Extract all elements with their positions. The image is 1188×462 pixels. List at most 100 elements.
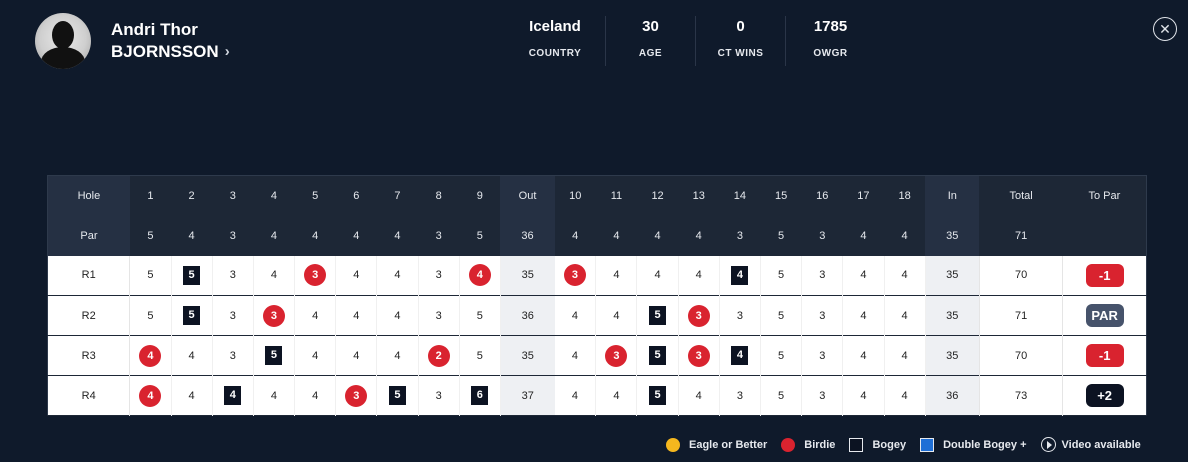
score-cell: 4 [253, 375, 296, 416]
round-to-par: +2 [1063, 376, 1147, 416]
legend-dot-icon [781, 437, 796, 452]
score-cell: 4 [554, 375, 597, 416]
round-row[interactable]: R2 5 5 3 3 4 4 4 3 5 36 4 4 5 3 3 5 3 4 4 35 71 PAR [47, 295, 1147, 336]
birdie-marker: 3 [563, 264, 586, 287]
hole-row-front-cell: 8 [435, 189, 442, 202]
score-cell: 5 [459, 295, 501, 336]
legend-item: Bogey [849, 437, 907, 452]
birdie-marker: 3 [605, 344, 628, 367]
par-row-back-cell: 3 [736, 229, 743, 242]
birdie-marker: 4 [468, 264, 491, 287]
score-cell: 5 [636, 375, 679, 416]
score-cell: 5 [376, 375, 419, 416]
score-cell: 4 [212, 375, 254, 416]
par-row-front-cell: 4 [188, 229, 195, 242]
score-cell: 4 [719, 335, 762, 376]
score-cell: 5 [760, 335, 803, 376]
score-cell: 4 [335, 335, 378, 376]
to-par-badge: -1 [1085, 263, 1124, 287]
score-cell: 4 [171, 375, 213, 416]
score-cell: 3 [595, 335, 638, 376]
par-row-back-cell: 4 [572, 229, 579, 242]
legend-dot-icon [666, 437, 680, 452]
legend-item: Eagle or Better [666, 437, 767, 452]
par-row-front-cell: 4 [353, 229, 360, 242]
birdie-marker: 2 [427, 344, 450, 367]
bogey-marker: 5 [649, 346, 667, 365]
bogey-marker: 5 [649, 386, 667, 405]
hole-row-back-cell: 11 [610, 189, 623, 202]
score-cell: 5 [636, 335, 679, 376]
score-cell: 4 [884, 335, 926, 376]
round-out: 37 [500, 375, 555, 416]
hole-row-front-cell: 2 [188, 189, 195, 202]
hole-row-front-cell: 4 [270, 189, 278, 202]
hole-row-front-cell: 9 [476, 189, 483, 202]
hole-row-front-cell: 6 [353, 189, 360, 202]
score-cell: 4 [595, 255, 638, 296]
score-cell: 4 [294, 295, 337, 336]
score-cell: 4 [842, 255, 885, 296]
score-cell: 4 [335, 295, 378, 336]
hole-row-back-cell: 16 [816, 189, 829, 202]
par-row-back-cell: 4 [901, 229, 908, 242]
hole-row-back-cell: 13 [692, 189, 705, 202]
score-cell: 4 [171, 335, 213, 376]
hole-row-back-cell: 12 [651, 189, 664, 202]
par-row-front-cell: 3 [229, 229, 236, 242]
round-row[interactable]: R4 4 4 4 4 4 3 5 3 6 37 4 4 5 4 3 5 3 4 4 36 73 +2 [47, 375, 1147, 416]
par-row: Par 5 4 3 4 4 4 4 3 5 36 4 4 4 4 3 5 3 4 4 35 71 [47, 215, 1147, 256]
hole-row-back-cell: 14 [733, 189, 747, 202]
round-total: 73 [978, 375, 1064, 416]
stat-owgr: 1785 OWGR [785, 16, 875, 66]
score-cell: 3 [719, 295, 762, 336]
player-first-name: Andri Thor [111, 20, 198, 39]
score-cell: 3 [335, 375, 378, 416]
legend-item: Birdie [781, 437, 835, 452]
score-cell: 4 [842, 295, 885, 336]
score-cell: 4 [335, 255, 378, 296]
hole-row-front-cell: 5 [312, 189, 319, 202]
close-button[interactable]: ✕ [1153, 17, 1177, 41]
score-cell: 4 [294, 375, 337, 416]
score-cell: 4 [554, 295, 597, 336]
chevron-right-icon[interactable]: › [224, 43, 230, 60]
scorecard-table: Hole 1 2 3 4 5 6 7 8 9 Out 10 11 12 13 14 15 16 17 18 In Tota… [47, 175, 1147, 416]
score-cell: 4 [842, 375, 885, 416]
bogey-marker: 5 [183, 265, 201, 285]
birdie-marker: 3 [687, 304, 710, 327]
score-cell: 4 [595, 375, 638, 416]
bogey-marker: 5 [649, 306, 667, 325]
hole-row-front-cell: 3 [229, 189, 236, 202]
par-row-total: 71 [1014, 229, 1028, 242]
bogey-marker: 4 [224, 386, 242, 405]
hole-row-out: Out [500, 175, 555, 216]
hole-row-to-par: To Par [1088, 189, 1121, 202]
par-row-back-cell: 4 [654, 229, 661, 242]
round-row[interactable]: R1 5 5 3 4 3 4 4 3 4 35 3 4 4 4 4 5 3 4 4 35 70 -1 [47, 255, 1147, 296]
legend-label: Video available [1061, 438, 1141, 451]
birdie-marker: 3 [262, 304, 285, 327]
round-row[interactable]: R3 4 4 3 5 4 4 4 2 5 35 4 3 5 3 4 5 3 4 4 35 70 -1 [47, 335, 1147, 376]
round-label: R1 [47, 255, 131, 296]
par-row-front-cell: 5 [476, 229, 483, 242]
hole-row: Hole 1 2 3 4 5 6 7 8 9 Out 10 11 12 13 14 15 16 17 18 In Tota… [47, 175, 1147, 216]
par-row-label: Par [47, 215, 130, 256]
avatar[interactable] [35, 13, 91, 69]
birdie-marker: 4 [139, 344, 162, 367]
par-row-in: 35 [925, 215, 980, 256]
score-cell: 3 [678, 295, 720, 336]
round-total: 71 [978, 295, 1064, 336]
player-name[interactable]: Andri Thor BJORNSSON › [111, 19, 230, 63]
par-row-front-cell: 5 [147, 229, 154, 242]
player-profile: Andri Thor BJORNSSON › [35, 13, 230, 69]
score-cell: 4 [129, 335, 172, 376]
bogey-marker: 5 [183, 306, 201, 325]
legend-square-icon [920, 437, 935, 452]
score-cell: 3 [294, 255, 337, 296]
round-out: 35 [500, 335, 555, 376]
legend-label: Bogey [872, 438, 907, 451]
round-to-par: -1 [1063, 256, 1147, 296]
round-out: 36 [500, 295, 555, 336]
round-in: 35 [925, 295, 980, 336]
